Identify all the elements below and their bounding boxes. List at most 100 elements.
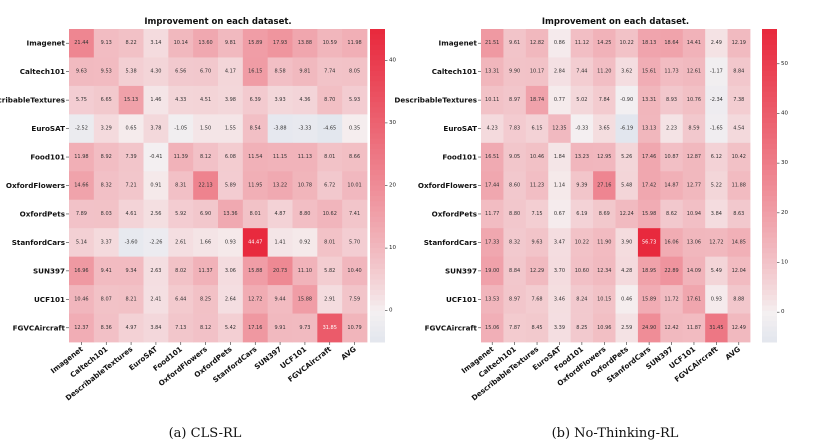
cell-value-label: 14.09: [687, 268, 701, 274]
cell-value-label: 8.21: [126, 296, 137, 302]
cell-value-label: 2.84: [554, 69, 565, 75]
heatmap-cell: [168, 199, 194, 229]
cell-value-label: 14.87: [664, 183, 678, 189]
colorbar-segment: [762, 159, 777, 166]
cell-value-label: 3.39: [554, 325, 565, 331]
heatmap-cell: [727, 57, 751, 87]
heatmap-cell: [615, 256, 639, 286]
heatmap-cell: [118, 85, 144, 115]
cell-value-label: 27.16: [597, 183, 611, 189]
heatmap-cell: [69, 114, 95, 144]
row-label: UCF101: [446, 295, 477, 304]
colorbar-segment: [370, 128, 385, 134]
heatmap-cell: [342, 57, 368, 87]
cell-value-label: 56.73: [642, 239, 656, 245]
colorbar-tick-label: 30: [389, 120, 396, 126]
colorbar-segment: [762, 242, 777, 249]
colorbar-segment: [762, 190, 777, 197]
cell-value-label: 0.92: [299, 239, 310, 245]
colorbar-segment: [370, 206, 385, 213]
cell-value-label: 17.46: [642, 154, 656, 160]
column-label: AVG: [339, 344, 358, 361]
row-label: StanfordCars: [424, 238, 477, 247]
colorbar-segment: [370, 96, 385, 103]
cell-value-label: 17.93: [273, 40, 287, 46]
heatmap-cell: [548, 313, 572, 343]
heatmap-cell: [615, 285, 639, 314]
colorbar-segment: [370, 86, 385, 93]
colorbar-segment: [370, 237, 385, 244]
heatmap-cell: [548, 285, 572, 314]
colorbar-segment: [762, 169, 777, 176]
cell-value-label: 8.36: [101, 325, 112, 331]
colorbar-segment: [762, 128, 777, 134]
heatmap-cell: [242, 199, 269, 229]
colorbar-segment: [762, 222, 777, 228]
cell-value-label: 5.42: [225, 325, 236, 331]
colorbar-segment: [762, 284, 777, 291]
cell-value-label: 6.12: [711, 154, 722, 160]
cell-value-label: 8.01: [250, 211, 261, 217]
cell-value-label: 8.01: [324, 154, 335, 160]
heatmap-cell: [143, 256, 169, 286]
cell-value-label: -3.60: [125, 239, 138, 245]
cell-value-label: 7.15: [531, 211, 542, 217]
heatmap-cell: [342, 199, 368, 229]
row-label: SUN397: [445, 266, 477, 275]
cell-value-label: 11.54: [248, 154, 262, 160]
heatmap-cell: [143, 171, 169, 201]
heatmap-cell: [593, 57, 616, 87]
colorbar-segment: [370, 326, 385, 333]
cell-value-label: 9.91: [275, 325, 286, 331]
cell-value-label: 7.13: [175, 325, 186, 331]
colorbar-segment: [370, 148, 385, 155]
colorbar-segment: [762, 232, 777, 239]
cell-value-label: 10.17: [530, 69, 544, 75]
cell-value-label: 17.16: [248, 325, 262, 331]
row-label: OxfordFlowers: [418, 181, 477, 190]
row-label: OxfordPets: [432, 209, 477, 218]
heatmap-cell: [525, 114, 549, 144]
heatmap-cell: [705, 85, 728, 115]
heatmap-cell: [593, 142, 616, 172]
cell-value-label: 3.70: [554, 268, 565, 274]
heatmap-cell: [292, 114, 318, 144]
cell-value-label: 2.91: [324, 296, 335, 302]
colorbar-segment: [762, 206, 777, 213]
heatmap-cell: [593, 256, 616, 286]
cell-value-label: 8.70: [324, 97, 335, 103]
heatmap-cell: [69, 171, 95, 201]
cell-value-label: 14.25: [597, 40, 611, 46]
heatmap-cell: [593, 285, 616, 314]
cell-value-label: 3.84: [711, 211, 722, 217]
heatmap-cell: [317, 228, 343, 258]
cell-value-label: 3.90: [621, 239, 632, 245]
heatmap-cell: [267, 228, 293, 258]
heatmap-cell: [93, 256, 120, 286]
heatmap-cell: [481, 199, 504, 229]
heatmap-cell: [481, 256, 504, 286]
cell-value-label: 10.15: [597, 296, 611, 302]
colorbar-segment: [762, 315, 777, 322]
cell-value-label: 5.48: [621, 183, 632, 189]
heatmap-cell: [267, 85, 293, 115]
cell-value-label: 0.35: [349, 126, 360, 132]
heatmap-cell: [481, 57, 504, 87]
heatmap-cell: [218, 114, 244, 144]
heatmap-cell: [93, 57, 120, 87]
cell-value-label: 2.61: [175, 239, 186, 245]
chart-title: Improvement on each dataset.: [542, 17, 689, 27]
colorbar-segment: [370, 279, 385, 286]
heatmap-cell: [660, 114, 684, 144]
cell-value-label: 16.15: [248, 69, 262, 75]
cell-value-label: 3.06: [225, 268, 236, 274]
colorbar-segment: [370, 242, 385, 249]
cell-value-label: 15.89: [248, 40, 262, 46]
heatmap-cell: [548, 171, 572, 201]
heatmap-cell: [637, 57, 661, 87]
cell-value-label: 12.37: [74, 325, 88, 331]
heatmap-cell: [342, 313, 368, 343]
heatmap-cell: [593, 228, 616, 258]
heatmap-cell: [317, 256, 343, 286]
heatmap-cell: [548, 85, 572, 115]
